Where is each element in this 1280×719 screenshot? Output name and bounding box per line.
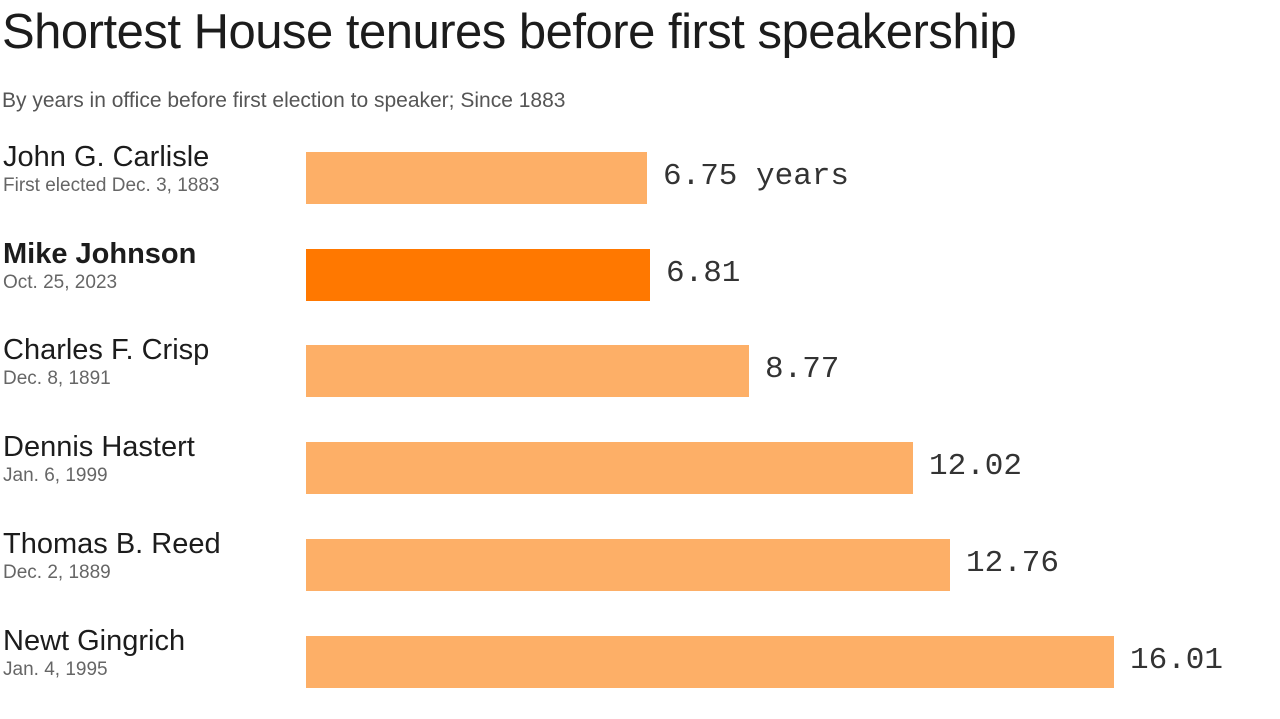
election-date: Jan. 6, 1999 — [3, 465, 108, 486]
row-label: Mike Johnson Oct. 25, 2023 — [3, 237, 196, 295]
data-label: 6.81 — [666, 256, 741, 291]
bar — [306, 636, 1114, 688]
bar — [306, 152, 647, 204]
election-date: First elected Dec. 3, 1883 — [3, 175, 220, 196]
data-label: 8.77 — [765, 352, 840, 387]
election-date: Oct. 25, 2023 — [3, 272, 118, 293]
row-label: Dennis Hastert Jan. 6, 1999 — [3, 430, 195, 488]
data-label: 12.02 — [929, 449, 1023, 484]
row-label: John G. Carlisle First elected Dec. 3, 18… — [3, 140, 220, 198]
speaker-name: Mike Johnson — [3, 238, 197, 270]
chart-subtitle: By years in office before first election… — [2, 89, 566, 112]
bar — [306, 345, 749, 397]
bar — [306, 249, 650, 301]
speaker-name: Thomas B. Reed — [3, 528, 221, 560]
data-label: 12.76 — [966, 546, 1060, 581]
speaker-name: Charles F. Crisp — [3, 334, 210, 366]
speaker-name: Dennis Hastert — [3, 431, 195, 463]
speaker-name: Newt Gingrich — [3, 625, 186, 657]
row-label: Newt Gingrich Jan. 4, 1995 — [3, 624, 185, 682]
speaker-name: John G. Carlisle — [3, 141, 210, 173]
bar — [306, 442, 913, 494]
data-label: 16.01 — [1130, 643, 1224, 678]
row-label: Charles F. Crisp Dec. 8, 1891 — [3, 333, 209, 391]
election-date: Dec. 8, 1891 — [3, 368, 111, 389]
election-date: Dec. 2, 1889 — [3, 562, 111, 583]
data-label: 6.75 years — [663, 159, 850, 194]
row-label: Thomas B. Reed Dec. 2, 1889 — [3, 527, 221, 585]
bar — [306, 539, 950, 591]
election-date: Jan. 4, 1995 — [3, 659, 108, 680]
chart-title: Shortest House tenures before first spea… — [2, 5, 1017, 59]
